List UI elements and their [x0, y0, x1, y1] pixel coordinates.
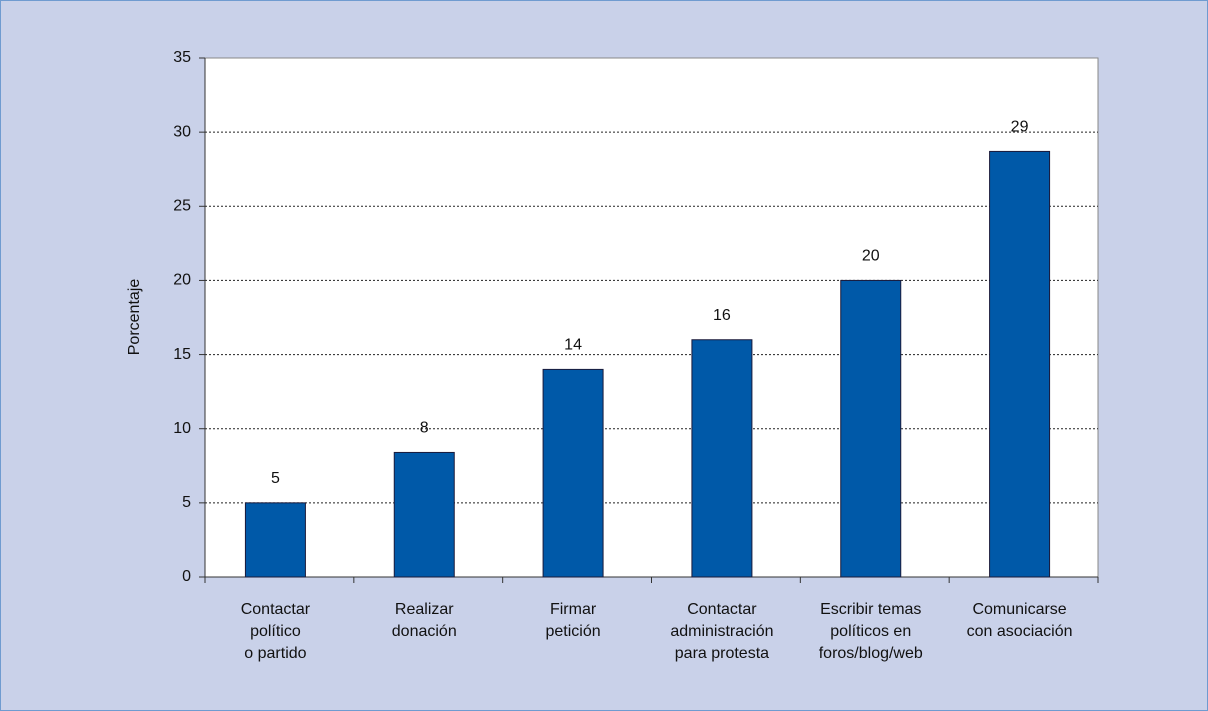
bar	[244, 502, 306, 578]
value-label: 8	[420, 420, 429, 437]
x-tick-label: Contactar	[687, 601, 757, 618]
x-tick-label: administración	[670, 623, 773, 640]
y-tick-label: 25	[173, 198, 191, 215]
x-tick-label: Comunicarse	[972, 601, 1066, 618]
x-tick-label: para protesta	[675, 645, 769, 662]
x-tick-label: Firmar	[550, 601, 597, 618]
value-label: 5	[271, 470, 280, 487]
bar	[691, 339, 753, 578]
x-tick-label: Escribir temas	[820, 601, 921, 618]
y-tick-label: 35	[173, 49, 191, 66]
y-tick-label: 5	[182, 494, 191, 511]
y-tick-label: 30	[173, 123, 191, 140]
x-tick-label: Realizar	[395, 601, 454, 618]
y-tick-label: 20	[173, 272, 191, 289]
x-tick-label: político	[250, 623, 301, 640]
plot-area	[204, 57, 1099, 578]
y-axis-label: Porcentaje	[126, 279, 143, 356]
value-label: 14	[564, 337, 582, 354]
bar	[840, 279, 902, 578]
bar	[393, 451, 455, 578]
value-label: 16	[713, 307, 731, 324]
y-tick-label: 15	[173, 346, 191, 363]
y-tick-label: 0	[182, 568, 191, 585]
value-label: 29	[1011, 119, 1029, 136]
x-tick-label: con asociación	[967, 623, 1073, 640]
value-label: 20	[862, 248, 880, 265]
x-tick-label: petición	[546, 623, 601, 640]
bar	[989, 150, 1051, 578]
x-tick-label: o partido	[244, 645, 306, 662]
x-tick-label: Contactar	[241, 601, 311, 618]
x-tick-label: políticos en	[830, 623, 911, 640]
x-tick-label: donación	[392, 623, 457, 640]
x-tick-label: foros/blog/web	[819, 645, 923, 662]
y-tick-label: 10	[173, 420, 191, 437]
bar	[542, 368, 604, 578]
